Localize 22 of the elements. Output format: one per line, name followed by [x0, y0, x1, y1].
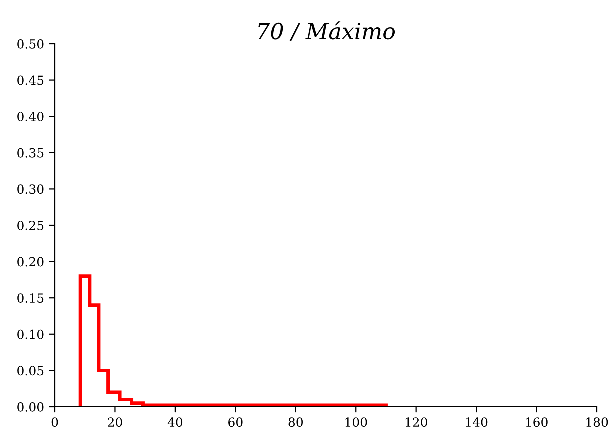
- y-tick-label: 0.45: [18, 76, 44, 86]
- y-tick-label: 0.20: [18, 257, 44, 267]
- y-tick-label: 0.30: [18, 184, 44, 194]
- y-tick-label: 0.00: [18, 402, 44, 412]
- y-tick-label: 0.05: [18, 366, 44, 376]
- x-tick-label: 180: [586, 418, 608, 428]
- x-tick-label: 60: [228, 418, 243, 428]
- y-tick-label: 0.50: [18, 39, 44, 49]
- x-tick-label: 120: [406, 418, 428, 428]
- x-tick-label: 40: [168, 418, 183, 428]
- x-tick-label: 100: [346, 418, 368, 428]
- y-tick-label: 0.15: [18, 294, 44, 304]
- x-tick-label: 140: [466, 418, 488, 428]
- x-tick-label: 80: [288, 418, 304, 428]
- y-tick-label: 0.35: [18, 148, 44, 158]
- y-tick-label: 0.40: [18, 112, 44, 122]
- y-tick-label: 0.25: [18, 220, 44, 230]
- x-tick-label: 20: [108, 418, 122, 428]
- y-tick-label: 0.10: [18, 330, 44, 340]
- chart-title: 70 / Máximo: [258, 22, 396, 42]
- x-tick-label: 0: [52, 418, 58, 428]
- x-tick-label: 160: [526, 418, 548, 428]
